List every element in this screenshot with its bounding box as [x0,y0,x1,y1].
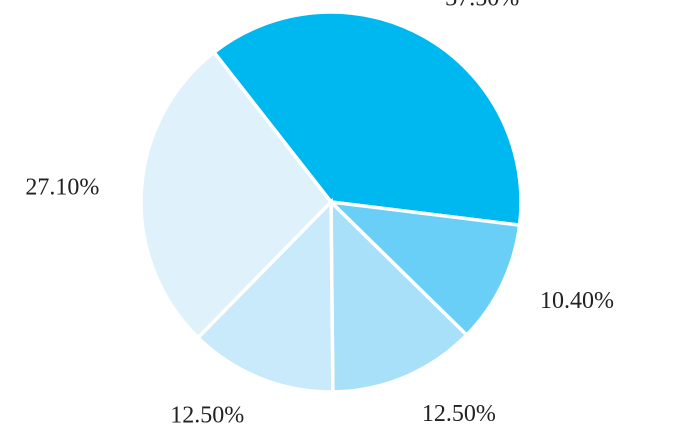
pie-slice-1 [211,10,523,228]
pie-label-1: 37.50% [445,0,519,12]
pie-slice-4 [195,197,335,394]
pie-label-3: 12.50% [422,401,496,427]
pie-slice-5 [139,49,334,341]
pie-label-5: 27.10% [25,175,99,201]
pie-labels: 37.50% 10.40% 12.50% 12.50% 27.10% [25,0,614,429]
pie-slice-3 [329,197,470,394]
pie-slices [139,10,523,394]
pie-label-4: 12.50% [170,403,244,429]
pie-label-2: 10.40% [540,288,614,314]
pie-slice-2 [326,199,522,338]
